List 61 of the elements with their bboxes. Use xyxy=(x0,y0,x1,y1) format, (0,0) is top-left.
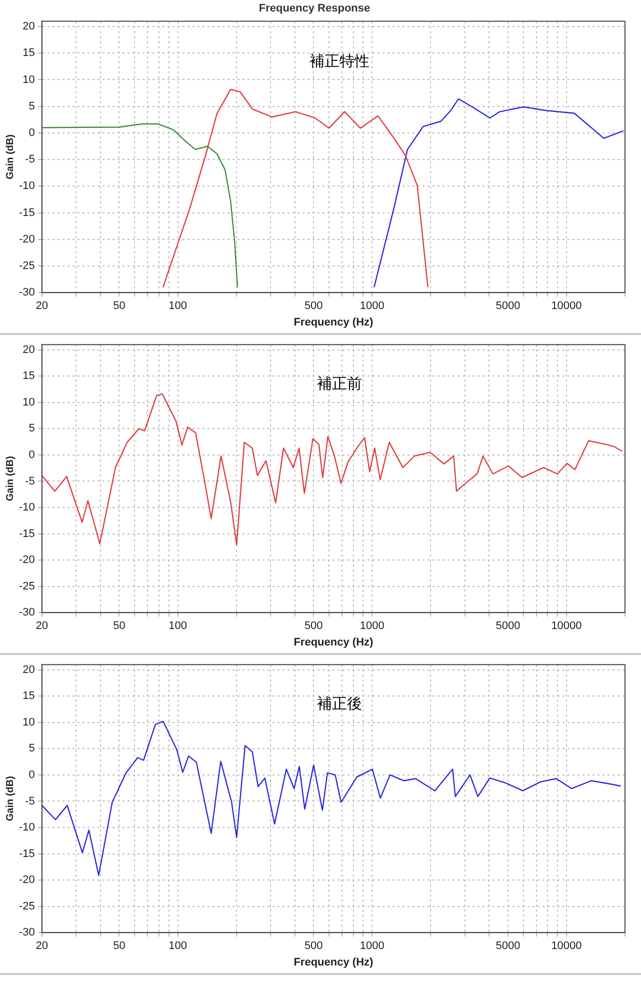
y-tick-label: 0 xyxy=(28,448,35,461)
annotation: 補正特性 xyxy=(309,52,370,70)
x-tick-label: 5000 xyxy=(496,300,520,312)
y-tick-label: 20 xyxy=(22,20,35,33)
x-tick-label: 1000 xyxy=(360,620,384,632)
y-tick-label: -10 xyxy=(18,502,35,514)
y-tick-label: 0 xyxy=(28,768,35,781)
x-tick-label: 5000 xyxy=(496,620,520,632)
x-tick-label: 5000 xyxy=(496,940,520,952)
y-tick-label: 0 xyxy=(28,126,35,139)
x-axis-title: Frequency (Hz) xyxy=(294,636,374,648)
y-tick-label: -25 xyxy=(18,900,35,912)
x-tick-label: 1000 xyxy=(360,940,384,952)
x-tick-label: 100 xyxy=(168,620,187,632)
annotation: 補正後 xyxy=(316,694,362,713)
x-axis-title: Frequency (Hz) xyxy=(294,956,374,968)
annotation: 補正前 xyxy=(316,374,362,393)
y-tick-label: -15 xyxy=(18,206,35,219)
y-tick-label: 15 xyxy=(22,370,35,382)
y-tick-label: -30 xyxy=(18,606,35,619)
y-tick-label: 20 xyxy=(22,344,35,356)
y-tick-label: 15 xyxy=(22,47,35,60)
y-tick-label: -15 xyxy=(18,848,35,860)
x-axis-title: Frequency (Hz) xyxy=(294,316,374,328)
x-tick-label: 10000 xyxy=(551,940,582,952)
y-axis-title: Gain (dB) xyxy=(4,134,16,180)
y-tick-label: -20 xyxy=(18,233,35,246)
x-tick-label: 10000 xyxy=(551,620,582,632)
y-tick-label: 10 xyxy=(22,74,35,86)
y-tick-label: 20 xyxy=(22,664,35,676)
y-tick-label: -5 xyxy=(25,154,35,166)
y-tick-label: 5 xyxy=(28,422,35,435)
x-tick-label: 500 xyxy=(304,940,323,952)
y-tick-label: -5 xyxy=(25,475,35,488)
x-tick-label: 50 xyxy=(113,620,126,632)
y-tick-label: 10 xyxy=(22,396,35,408)
y-tick-label: -30 xyxy=(18,286,35,299)
y-tick-label: -15 xyxy=(18,528,35,540)
x-tick-label: 10000 xyxy=(551,300,582,312)
y-tick-label: -25 xyxy=(18,260,35,272)
y-tick-label: -10 xyxy=(18,180,35,192)
y-tick-label: -10 xyxy=(18,822,35,834)
y-tick-label: 5 xyxy=(28,100,35,112)
y-tick-label: -25 xyxy=(18,580,35,592)
x-tick-label: 100 xyxy=(168,940,187,952)
y-tick-label: 5 xyxy=(28,742,35,755)
x-tick-label: 100 xyxy=(168,300,187,312)
y-axis-title: Gain (dB) xyxy=(4,456,16,502)
x-tick-label: 500 xyxy=(304,620,323,632)
y-tick-label: -5 xyxy=(25,795,35,808)
y-tick-label: -20 xyxy=(18,874,35,886)
x-tick-label: 50 xyxy=(113,940,126,952)
y-tick-label: 10 xyxy=(22,716,35,728)
chart-title: Frequency Response xyxy=(258,2,370,15)
y-axis-title: Gain (dB) xyxy=(4,776,16,822)
x-tick-label: 50 xyxy=(113,300,126,312)
y-tick-label: 15 xyxy=(22,690,35,702)
y-tick-label: -20 xyxy=(18,554,35,566)
y-tick-label: -30 xyxy=(18,926,35,939)
x-tick-label: 500 xyxy=(304,300,323,312)
x-tick-label: 1000 xyxy=(360,300,384,312)
